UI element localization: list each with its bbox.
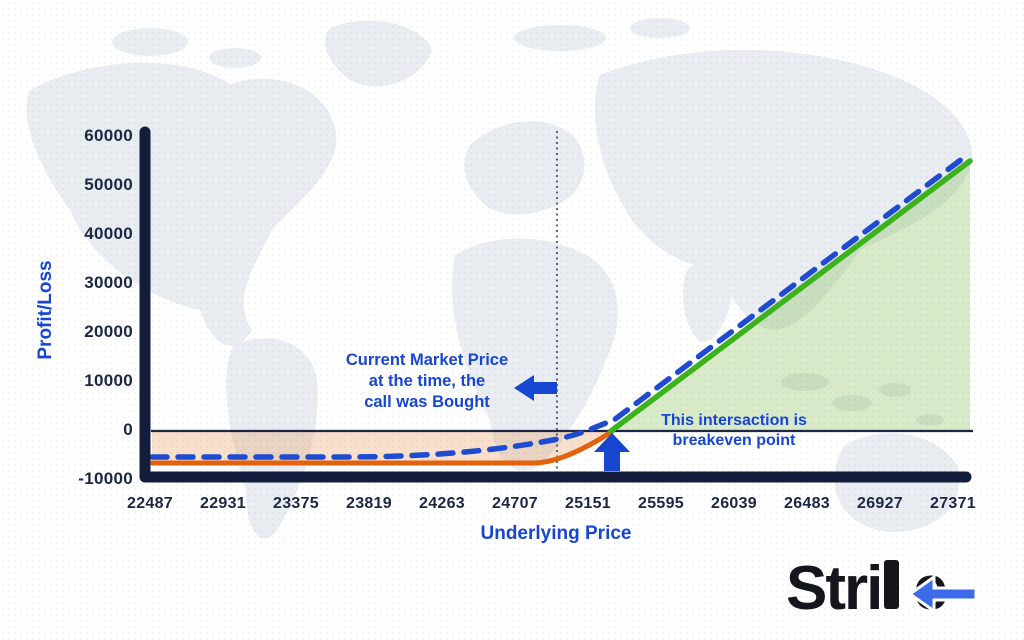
map-north-america	[26, 62, 337, 346]
x-tick-label: 26039	[711, 495, 757, 512]
x-tick-label: 22487	[127, 495, 173, 512]
strike-logo: Strie	[786, 553, 1016, 628]
y-tick-label: 40000	[84, 224, 133, 243]
x-tick-label: 26483	[784, 495, 830, 512]
y-tick-label: 60000	[84, 126, 133, 145]
map-india	[682, 263, 732, 343]
y-tick-label: 20000	[84, 322, 133, 341]
map-europe	[464, 121, 585, 215]
map-south-america	[226, 338, 318, 539]
y-tick-label: 10000	[84, 371, 133, 390]
y-tick-label: 50000	[84, 175, 133, 194]
x-tick-label: 23375	[273, 495, 319, 512]
annotation-line: call was Bought	[364, 393, 490, 411]
payoff-loss-line	[149, 429, 615, 466]
annotation-line: This intersaction is	[661, 412, 807, 429]
y-tick-label: -10000	[78, 469, 133, 488]
breakeven-arrow-icon	[594, 433, 630, 471]
x-tick-label: 23819	[346, 495, 392, 512]
map-asia	[594, 50, 973, 331]
map-africa	[452, 238, 618, 471]
x-tick-label: 26927	[857, 495, 903, 512]
x-tick-label: 25151	[565, 495, 611, 512]
x-tick-label: 24263	[419, 495, 465, 512]
market-price-arrow-icon	[514, 375, 557, 401]
x-tick-label: 27371	[930, 495, 976, 512]
x-axis-title: Underlying Price	[480, 523, 632, 544]
logo-left-arrow-icon	[908, 575, 978, 614]
logo-k-stem	[884, 560, 900, 609]
annotation-line: Current Market Price	[345, 351, 509, 369]
annotation-current-market-price: Current Market Price at the time, the ca…	[317, 350, 537, 413]
option-value-dashed-line	[149, 153, 969, 460]
logo-text-stri: Stri	[786, 554, 883, 623]
y-tick-label: 0	[123, 420, 133, 439]
x-tick-label: 22931	[200, 495, 246, 512]
annotation-breakeven-point: This intersaction is breakeven point	[624, 411, 844, 451]
y-tick-label: 30000	[84, 273, 133, 292]
annotation-line: breakeven point	[672, 432, 796, 449]
map-greenland	[325, 20, 432, 87]
x-tick-label: 25595	[638, 495, 684, 512]
map-australia	[834, 433, 960, 532]
y-axis-title: Profit/Loss	[35, 260, 56, 360]
x-tick-label: 24707	[492, 495, 538, 512]
annotation-line: at the time, the	[368, 372, 486, 390]
payoff-profit-line	[608, 158, 973, 434]
axes	[139, 126, 972, 483]
